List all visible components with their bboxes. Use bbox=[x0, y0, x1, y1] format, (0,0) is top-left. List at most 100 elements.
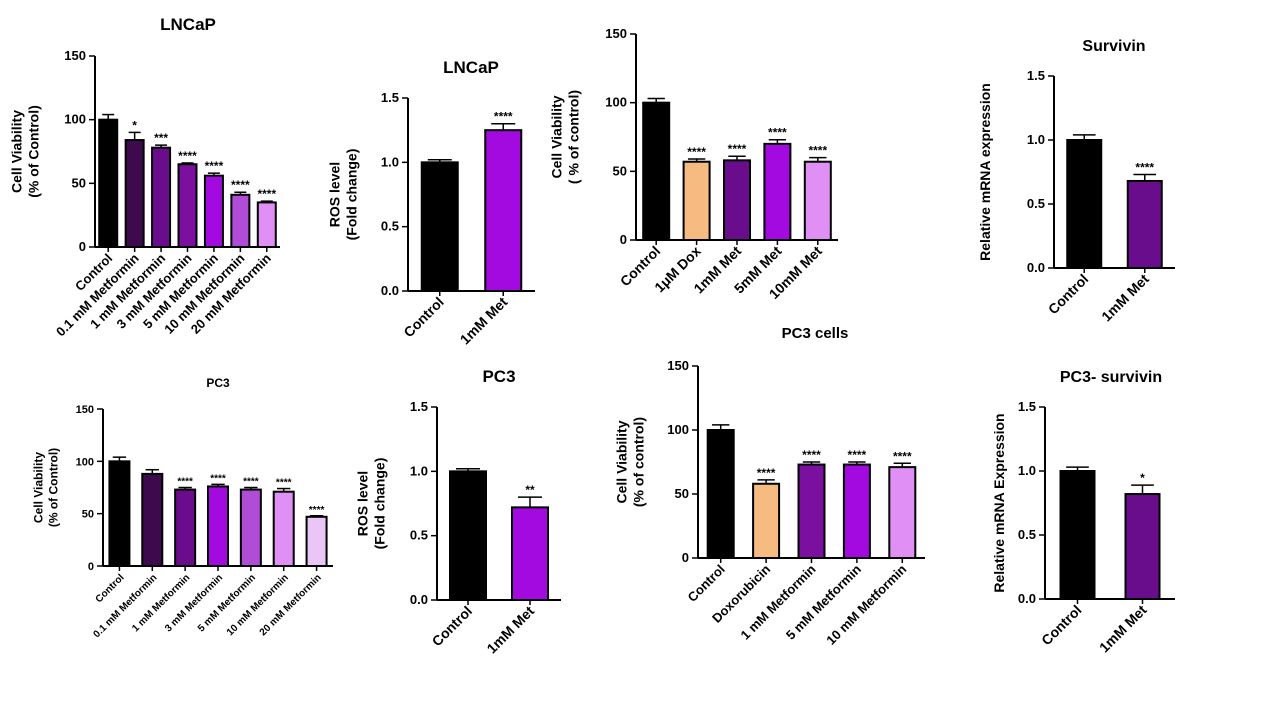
chart-title: Survivin bbox=[1082, 38, 1145, 55]
x-tick-label: 1mM Met bbox=[457, 294, 511, 348]
bar bbox=[682, 160, 711, 241]
y-tick-label: 1.5 bbox=[1027, 68, 1045, 83]
y-tick-label: 0.5 bbox=[1018, 527, 1036, 542]
bar bbox=[449, 470, 487, 602]
significance-label: **** bbox=[728, 142, 747, 156]
y-axis-label: (% of Control) bbox=[47, 448, 61, 527]
significance-label: **** bbox=[687, 145, 706, 159]
y-tick-label: 0.0 bbox=[1027, 260, 1045, 275]
y-tick-label: 0.0 bbox=[381, 283, 399, 298]
bar bbox=[842, 463, 871, 559]
chart-panel-1: LNCaP 0 50 100 150 Cell Viability (% of Contro… bbox=[9, 15, 280, 339]
chart-title: PC3 bbox=[482, 367, 515, 386]
y-tick-label: 1.5 bbox=[1018, 399, 1036, 414]
y-axis-label: Relative mRNA Expression bbox=[991, 413, 1007, 592]
bar bbox=[1059, 470, 1096, 600]
significance-label: **** bbox=[848, 448, 867, 462]
y-tick-label: 0.0 bbox=[1018, 591, 1036, 606]
significance-label: ** bbox=[525, 483, 535, 497]
significance-label: **** bbox=[231, 178, 250, 192]
y-tick-label: 50 bbox=[613, 163, 627, 178]
bar bbox=[888, 466, 917, 559]
bar bbox=[484, 129, 523, 292]
chart-panel-7: PC3 cells 0 50 100 150 Cell Viability (% of co… bbox=[614, 325, 925, 648]
y-tick-label: 1.0 bbox=[1018, 463, 1036, 478]
chart-panel-4: Survivin 0.0 0.5 1.0 1.5 Relative mRNA expres… bbox=[977, 38, 1175, 324]
y-tick-label: 150 bbox=[64, 48, 86, 63]
bar bbox=[98, 118, 119, 248]
bar bbox=[420, 161, 459, 292]
x-tick-label: 1mM Met bbox=[483, 603, 537, 657]
bar bbox=[141, 472, 164, 568]
significance-label: **** bbox=[808, 144, 827, 158]
y-tick-label: 150 bbox=[76, 404, 94, 416]
x-tick-label: 5 mM Metformin bbox=[196, 572, 258, 634]
significance-label: **** bbox=[802, 448, 821, 462]
bar bbox=[151, 146, 172, 248]
bar bbox=[642, 101, 671, 241]
chart-panel-6: PC3 0.0 0.5 1.0 1.5 ROS level (Fold change) Con… bbox=[355, 367, 561, 657]
y-tick-label: 150 bbox=[667, 358, 689, 373]
significance-label: **** bbox=[309, 505, 325, 516]
x-tick-label: 1mM Met bbox=[1098, 271, 1152, 325]
x-tick-label: Control bbox=[685, 562, 728, 605]
y-axis-label: Relative mRNA expression bbox=[977, 83, 993, 261]
bar bbox=[272, 490, 295, 568]
y-tick-label: 100 bbox=[76, 456, 94, 468]
chart-title: LNCaP bbox=[160, 15, 216, 34]
bar bbox=[305, 515, 328, 567]
bar bbox=[203, 174, 224, 248]
y-axis-label: ROS level bbox=[355, 471, 371, 536]
y-tick-label: 100 bbox=[64, 112, 86, 127]
y-tick-label: 0.0 bbox=[410, 592, 428, 607]
bar bbox=[763, 142, 792, 241]
y-tick-label: 50 bbox=[675, 486, 689, 501]
chart-title: PC3 cells bbox=[782, 325, 849, 342]
chart-panel-8: PC3- survivin 0.0 0.5 1.0 1.5 Relative mRNA E… bbox=[991, 369, 1175, 655]
y-tick-label: 1.0 bbox=[381, 154, 399, 169]
y-tick-label: 0.5 bbox=[1027, 196, 1045, 211]
significance-label: * bbox=[1140, 471, 1145, 485]
chart-panel-2: LNCaP 0.0 0.5 1.0 1.5 ROS level (Fold change) C… bbox=[327, 58, 535, 348]
bar bbox=[752, 482, 781, 560]
x-tick-label: 1mM Met bbox=[1096, 602, 1150, 656]
significance-label: **** bbox=[243, 477, 259, 488]
y-tick-label: 0 bbox=[682, 550, 689, 565]
x-tick-label: Control bbox=[94, 572, 127, 605]
y-tick-label: 0.5 bbox=[410, 528, 428, 543]
bar bbox=[706, 429, 735, 559]
significance-label: **** bbox=[257, 187, 276, 201]
x-tick-label: 20 mM Metformin bbox=[258, 572, 324, 638]
bar bbox=[256, 201, 277, 248]
significance-label: **** bbox=[757, 466, 776, 480]
bar bbox=[1126, 179, 1163, 270]
y-tick-label: 0 bbox=[79, 239, 86, 254]
significance-label: *** bbox=[154, 131, 168, 145]
y-tick-label: 1.5 bbox=[410, 399, 428, 414]
significance-label: **** bbox=[768, 126, 787, 140]
bar bbox=[797, 463, 826, 559]
y-axis-label: ( % of control) bbox=[566, 90, 582, 184]
bar bbox=[803, 160, 832, 241]
bar bbox=[174, 488, 197, 567]
y-tick-label: 1.0 bbox=[1027, 132, 1045, 147]
y-axis-label: (Fold change) bbox=[372, 458, 388, 550]
bar bbox=[239, 488, 262, 567]
bar bbox=[1124, 493, 1161, 601]
x-tick-label: Control bbox=[400, 294, 447, 341]
bar bbox=[723, 159, 751, 241]
y-tick-label: 0 bbox=[88, 561, 94, 573]
x-tick-label: Control bbox=[1038, 602, 1085, 649]
bar bbox=[108, 460, 131, 568]
significance-label: **** bbox=[177, 477, 193, 488]
y-axis-label: ROS level bbox=[327, 162, 343, 227]
chart-title: PC3- survivin bbox=[1060, 369, 1162, 386]
bar bbox=[177, 163, 198, 249]
bar bbox=[207, 485, 229, 568]
chart-panel-5: PC3 0 50 100 150 Cell Viability (% of Control)… bbox=[32, 376, 333, 640]
significance-label: **** bbox=[205, 159, 224, 173]
x-tick-label: Control bbox=[1045, 271, 1092, 318]
x-tick-label: 10 mM Metformin bbox=[823, 561, 909, 647]
significance-label: **** bbox=[893, 449, 912, 463]
